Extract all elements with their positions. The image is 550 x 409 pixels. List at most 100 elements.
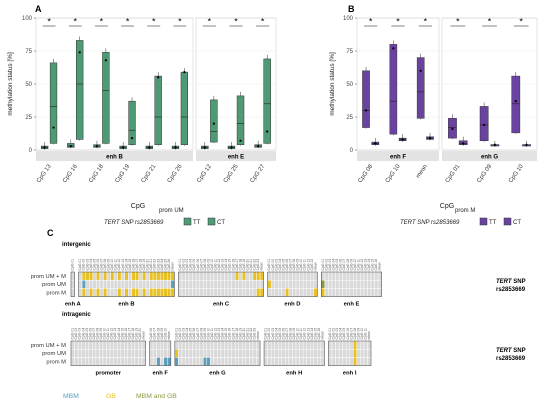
heatmap-cell [295, 279, 300, 289]
mean-point [78, 51, 81, 54]
column-label: CpG 17 [235, 259, 239, 271]
heatmap-cell [259, 288, 264, 297]
column-label: CpG 10 [103, 328, 107, 340]
heatmap-cell [363, 348, 368, 358]
heatmap-cell [149, 288, 154, 297]
column-label: CpG 17 [127, 328, 131, 340]
heatmap-cell [170, 279, 175, 289]
heatmap-cell [178, 288, 183, 297]
x-tick-label: CpG 26 [167, 163, 184, 184]
heatmap-cell [360, 279, 365, 289]
x-tick-label: CpG 10 [385, 163, 402, 184]
column-label: CpG 11 [364, 328, 368, 340]
heatmap-cell [367, 348, 372, 358]
heatmap-cell [338, 357, 343, 366]
box-tt [479, 106, 489, 142]
heatmap-cell [302, 348, 307, 358]
mean-point [95, 144, 99, 148]
heatmap-block: CpG 06 CpG 07 CpG 08 CpG 09 CpG 10 mean enh F [149, 328, 172, 377]
heatmap-cell [224, 348, 229, 358]
column-label: CpG 10 [163, 328, 167, 340]
heatmap-cell [309, 271, 314, 281]
mean-point [43, 146, 46, 149]
column-label: CpG 01 [267, 259, 271, 271]
heatmap-cell [167, 348, 172, 358]
heatmap-cell [110, 271, 115, 281]
heatmap-cell [195, 348, 200, 358]
heatmap-cell [195, 340, 200, 350]
box-ct [210, 99, 218, 143]
heatmap-cell [345, 271, 350, 281]
column-label: CpG 07 [199, 259, 203, 271]
y-tick-label: 25 [346, 115, 353, 121]
heatmap-cell [295, 288, 300, 297]
heatmap-block: CpG 01 enh A [65, 259, 82, 308]
heatmap-block: CpG 01 CpG 02 CpG 03 CpG 04 CpG 05 CpG 06 CpG … [321, 259, 382, 308]
box-tt [511, 75, 521, 134]
heatmap-cell [188, 348, 193, 358]
column-label: CpG 03 [185, 259, 189, 271]
heatmap-cell [145, 279, 150, 289]
heatmap-cell [74, 348, 79, 358]
heatmap-cell [213, 288, 218, 297]
heatmap-cell [206, 279, 211, 289]
column-label: CpG 04 [339, 328, 343, 340]
block-label: promoter [96, 371, 122, 377]
column-label: CpG 16 [374, 259, 378, 271]
heatmap-cell [288, 348, 293, 358]
heatmap-cell [152, 340, 157, 350]
mean-point [130, 137, 134, 140]
heatmap-cell [141, 340, 146, 350]
heatmap-cell [281, 340, 286, 350]
column-label: CpG 11 [114, 259, 118, 271]
heatmap-cell [88, 271, 93, 281]
block-frame [263, 340, 325, 366]
column-label: CpG 15 [120, 328, 124, 340]
column-label: CpG 07 [153, 328, 157, 340]
heatmap-cell [163, 357, 168, 366]
column-label: CpG 12 [303, 328, 307, 340]
heatmap-cell [124, 348, 129, 358]
facet-strip [196, 151, 276, 161]
heatmap-cell [313, 357, 318, 366]
column-label: CpG 03 [85, 259, 89, 271]
heatmap-cell [142, 271, 147, 281]
column-label: CpG 09 [107, 259, 111, 271]
heatmap-cell [274, 348, 279, 358]
heatmap-cell [199, 357, 204, 366]
heatmap-cell [210, 288, 215, 297]
heatmap-cell [238, 279, 243, 289]
box-ct [128, 100, 136, 145]
column-label: CpG 07 [349, 328, 353, 340]
column-label: CpG 14 [117, 328, 121, 340]
heatmap-cell [109, 348, 114, 358]
heatmap-cell [124, 271, 129, 281]
mean-point [239, 139, 242, 142]
heatmap-cell [302, 271, 307, 281]
heatmap-block: CpG 01 CpG 02 CpG 03 CpG 04 CpG 05 CpG 06 CpG … [267, 259, 318, 308]
column-label: CpG 20 [242, 328, 246, 340]
heatmap-cell [231, 271, 236, 281]
heatmap-cell [234, 357, 239, 366]
heatmap-cell [342, 340, 347, 350]
column-label: CpG 12 [110, 328, 114, 340]
heatmap-cell [363, 357, 368, 366]
heatmap-cell [81, 348, 86, 358]
heatmap-cell [313, 340, 318, 350]
heatmap-cell [217, 271, 222, 281]
x-tick-label: CpG 16 [62, 163, 79, 184]
heatmap-cell [285, 271, 290, 281]
column-label: CpG 21 [249, 259, 253, 271]
heatmap-cell [292, 271, 297, 281]
heatmap-cell [74, 357, 79, 366]
heatmap-cell [113, 288, 118, 297]
heatmap-cell [278, 279, 283, 289]
heatmap-cell [234, 348, 239, 358]
column-label: CpG 20 [138, 328, 142, 340]
heatmap-cell [242, 357, 247, 366]
heatmap-cell [278, 348, 283, 358]
legend-entry: GB [106, 393, 116, 400]
column-label: CpG 13 [121, 259, 125, 271]
heatmap-cell [213, 271, 218, 281]
y-tick-label: 50 [346, 82, 353, 88]
